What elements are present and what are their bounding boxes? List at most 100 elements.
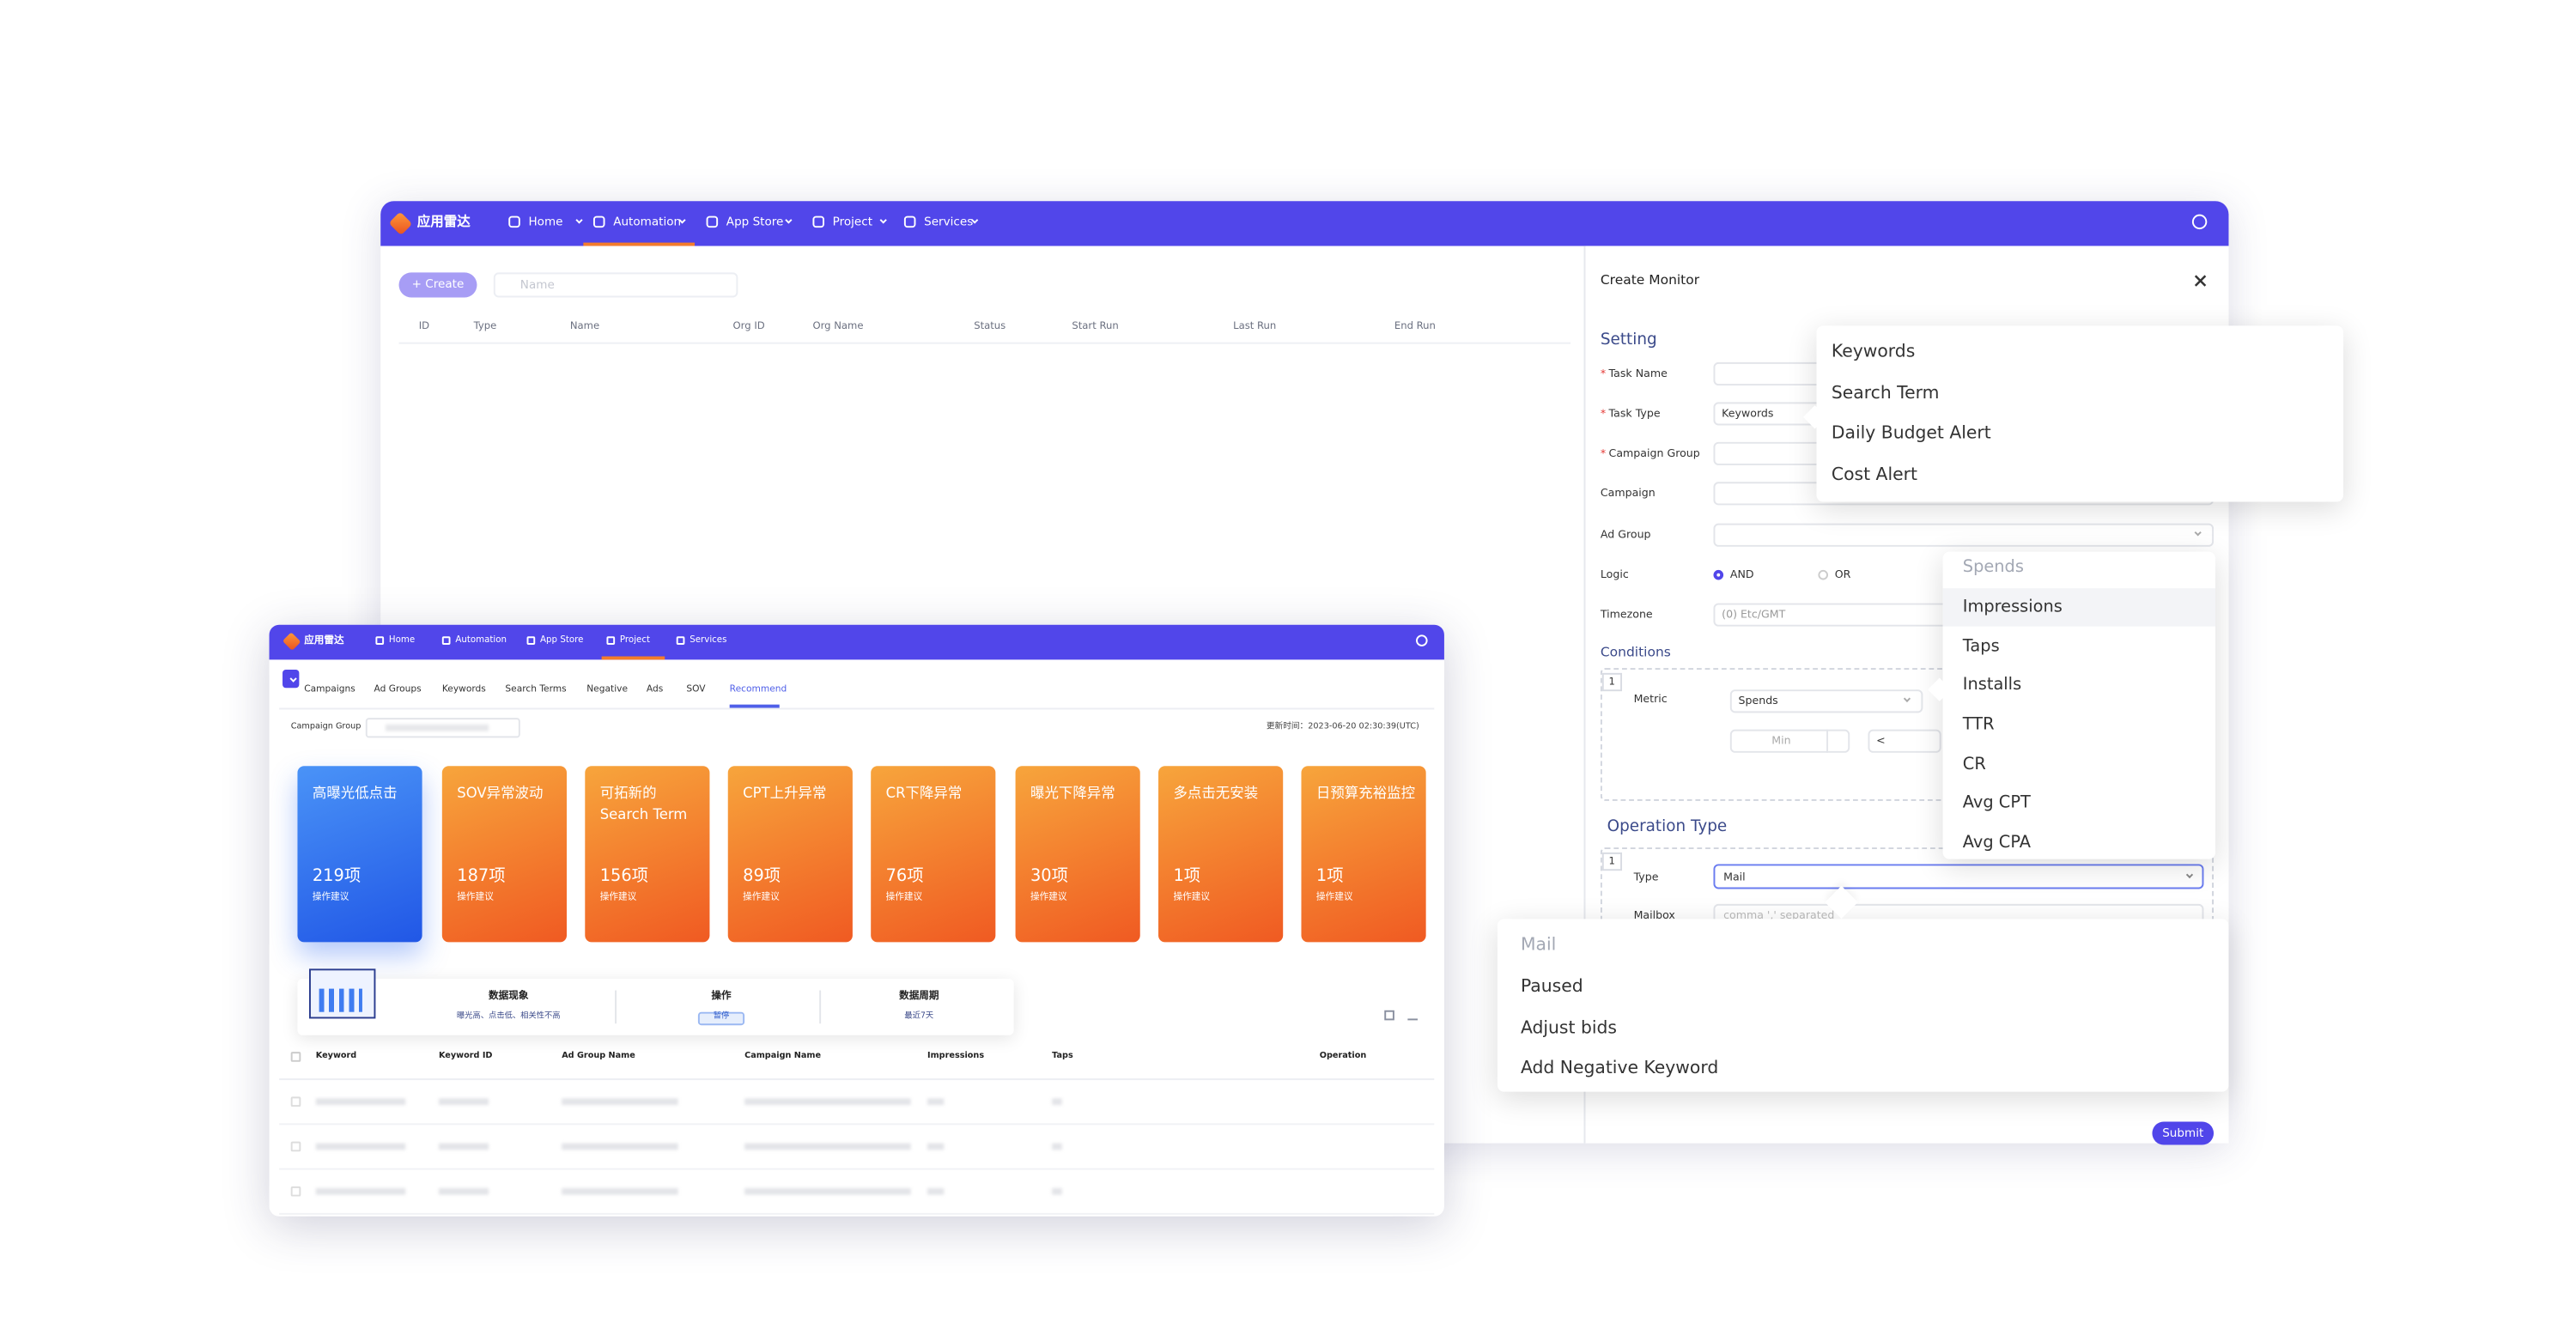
divider	[819, 990, 822, 1024]
blurred-text	[438, 1187, 489, 1195]
nav-icon	[375, 636, 385, 645]
dropdown-option[interactable]: Adjust bids	[1520, 1017, 1618, 1039]
dropdown-option[interactable]: Add Negative Keyword	[1520, 1058, 1719, 1078]
field-label: Campaign	[1600, 486, 1656, 501]
card-count: 1项	[1315, 867, 1344, 886]
recommend-card[interactable]	[297, 766, 422, 943]
recommend-card[interactable]	[1158, 766, 1284, 943]
input[interactable]	[1713, 523, 2215, 547]
card-title: 曝光下降异常	[1030, 786, 1115, 803]
recommend-card[interactable]	[585, 766, 710, 943]
select-value: Spends	[1738, 694, 1778, 708]
dropdown-option[interactable]: Keywords	[1831, 342, 1916, 362]
header-rule	[398, 342, 1571, 344]
nav-item[interactable]: Home	[388, 635, 416, 646]
nav-item[interactable]: Services	[924, 215, 974, 229]
recommend-card[interactable]	[441, 766, 567, 943]
blurred-text	[315, 1187, 406, 1195]
column-header: ID	[418, 320, 430, 333]
checkbox[interactable]	[290, 1052, 301, 1062]
tab[interactable]: Keywords	[441, 684, 486, 695]
dropdown-option[interactable]: Cost Alert	[1831, 464, 1917, 485]
select[interactable]	[1713, 864, 2204, 889]
header-bar	[269, 624, 1444, 660]
close-button[interactable]	[2194, 274, 2207, 287]
recommend-card[interactable]	[871, 766, 996, 943]
row-rule	[279, 1212, 1435, 1215]
nav-item[interactable]: Automation	[455, 635, 507, 646]
tab[interactable]: Ad Groups	[374, 684, 422, 695]
blurred-text	[927, 1098, 945, 1106]
nav-item[interactable]: Project	[619, 635, 651, 646]
illustration-bars	[319, 988, 362, 1012]
dropdown-option[interactable]: Daily Budget Alert	[1831, 423, 1991, 444]
card-sub: 操作建议	[312, 892, 349, 903]
tab[interactable]: Search Terms	[505, 684, 567, 695]
tab[interactable]: Campaigns	[304, 684, 355, 695]
field-label: Campaign Group	[1608, 446, 1700, 460]
field-label: Task Name	[1608, 367, 1668, 380]
tab[interactable]: Ads	[646, 684, 664, 695]
column-header: End Run	[1394, 320, 1436, 333]
input-value: (0) Etc/GMT	[1722, 607, 1786, 622]
index-label: 1	[1608, 676, 1615, 689]
nav-item[interactable]: Home	[528, 215, 563, 229]
nav-icon	[606, 636, 616, 645]
dropdown-option[interactable]: Paused	[1520, 976, 1583, 997]
recommend-card[interactable]	[1301, 766, 1426, 943]
tab[interactable]: Negative	[586, 684, 629, 695]
dropdown-option[interactable]: Impressions	[1962, 598, 2063, 617]
field-label: Campaign Group	[290, 721, 361, 732]
option-highlight	[1942, 588, 2215, 627]
divider	[615, 990, 617, 1024]
column-header: Start Run	[1072, 320, 1119, 333]
dropdown-option[interactable]: Spends	[1962, 558, 2024, 577]
create-button[interactable]: + Create	[398, 272, 477, 298]
select[interactable]	[365, 718, 520, 738]
card-count: 76项	[885, 867, 924, 886]
nav-underline	[583, 242, 696, 246]
card-sub: 操作建议	[1030, 892, 1067, 903]
nav-item[interactable]: App Store	[726, 215, 784, 229]
icon[interactable]	[1407, 1010, 1418, 1021]
select[interactable]	[1729, 689, 1923, 713]
card-title: 日预算充裕监控	[1315, 786, 1416, 803]
select[interactable]	[1868, 729, 1941, 753]
required-mark: *	[1600, 367, 1607, 380]
number-input[interactable]	[1729, 729, 1850, 753]
dropdown-option[interactable]: Search Term	[1831, 383, 1940, 404]
recommend-card[interactable]	[727, 766, 853, 943]
dropdown-option[interactable]: CR	[1962, 756, 1986, 774]
dropdown-option[interactable]: Taps	[1962, 638, 2000, 657]
radio-checked[interactable]	[1713, 569, 1724, 580]
task-type-dropdown	[1816, 325, 2344, 502]
blurred-text	[562, 1143, 678, 1150]
column-header: Taps	[1052, 1051, 1073, 1061]
nav-item[interactable]: Project	[832, 215, 873, 229]
dropdown-option[interactable]: Mail	[1520, 935, 1557, 956]
spinner	[1826, 729, 1850, 753]
nav-item[interactable]: Automation	[613, 215, 682, 229]
dropdown-option[interactable]: Installs	[1962, 676, 2022, 695]
nav-underline	[601, 656, 665, 660]
recommend-card[interactable]	[1015, 766, 1140, 943]
section-title: Conditions	[1600, 644, 1671, 660]
summary-text: 暂停	[713, 1012, 730, 1022]
dropdown-option[interactable]: TTR	[1962, 716, 1995, 735]
row-rule	[279, 1123, 1435, 1126]
nav-item[interactable]: Services	[690, 635, 727, 646]
nav-item[interactable]: App Store	[540, 635, 584, 646]
search-box[interactable]	[493, 272, 738, 298]
icon[interactable]	[1384, 1010, 1394, 1021]
blurred-text	[386, 724, 489, 731]
submit-button[interactable]: Submit	[2152, 1121, 2215, 1145]
radio[interactable]	[1818, 569, 1829, 580]
tab[interactable]: Recommend	[729, 684, 787, 695]
dropdown-option[interactable]: Avg CPA	[1962, 834, 2032, 853]
blurred-text	[744, 1098, 911, 1106]
back-button[interactable]	[283, 669, 300, 689]
blurred-text	[315, 1143, 406, 1150]
summary-box	[297, 978, 1014, 1035]
dropdown-option[interactable]: Avg CPT	[1962, 794, 2031, 813]
tab[interactable]: SOV	[686, 684, 706, 695]
